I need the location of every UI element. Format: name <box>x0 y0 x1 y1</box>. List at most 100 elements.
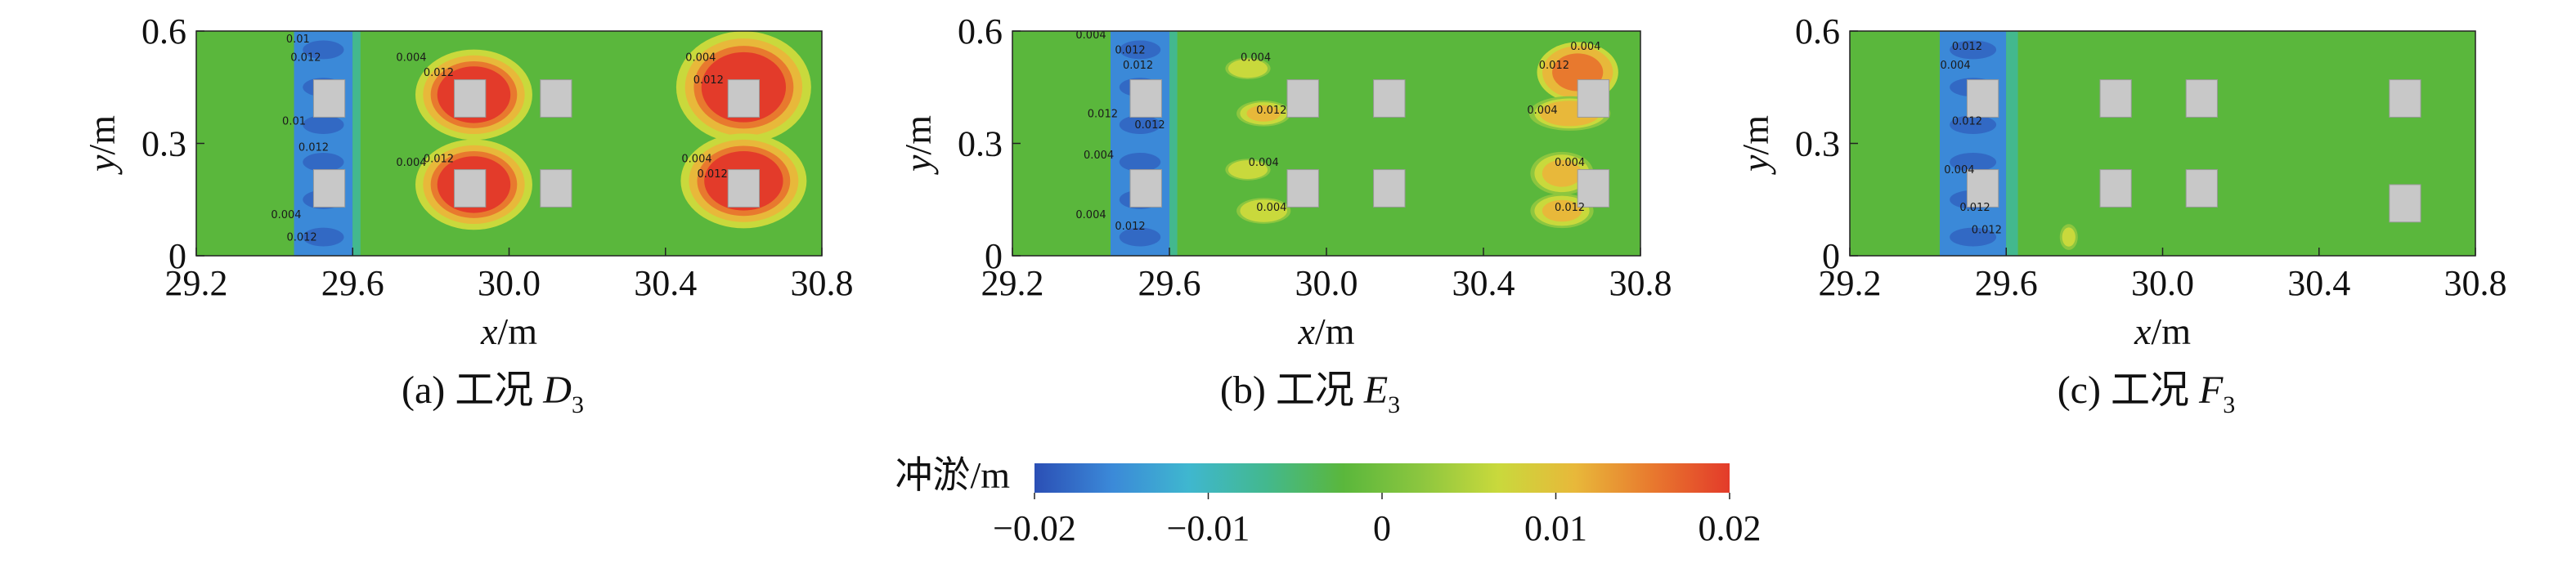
contour-label: 0.012 <box>286 232 316 244</box>
contour-label: 0.004 <box>1249 157 1279 169</box>
x-tick-label: 30.0 <box>2131 263 2194 303</box>
pier-block <box>1577 169 1610 208</box>
contour-label: 0.004 <box>396 52 426 65</box>
contour-label: 0.012 <box>424 67 454 79</box>
scour-pocket <box>1950 115 1997 135</box>
contour-label: 0.004 <box>1084 150 1114 162</box>
pier-block <box>1577 79 1610 118</box>
pier-block <box>2099 79 2132 118</box>
contour-label: 0.012 <box>290 52 321 65</box>
deposit-contour <box>1246 105 1281 122</box>
contour-label: 0.012 <box>1123 60 1153 72</box>
pier-block <box>1373 169 1406 208</box>
x-tick-label: 30.0 <box>478 263 541 303</box>
scour-band <box>1939 31 2007 256</box>
contour-label: 0.012 <box>1115 45 1145 57</box>
contour-label: 0.004 <box>1075 29 1106 42</box>
pier-block <box>1373 79 1406 118</box>
contour-label: 0.012 <box>1134 119 1165 132</box>
pier-block <box>454 169 487 208</box>
pier-block <box>540 79 572 118</box>
panel-caption: (a) 工况 D3 <box>402 369 584 418</box>
x-tick-label: 29.2 <box>165 263 228 303</box>
scour-band <box>294 31 353 256</box>
y-tick-label: 0.3 <box>1795 124 1840 164</box>
panel-caption: (b) 工况 E3 <box>1220 369 1400 418</box>
contour-label: 0.004 <box>396 157 426 169</box>
contour-label: 0.012 <box>1088 108 1118 120</box>
x-tick-label: 30.4 <box>2287 263 2350 303</box>
deposit-contour <box>1233 163 1263 176</box>
scour-pocket <box>1119 227 1161 247</box>
panel-b: 0.0040.0120.0120.0120.0120.0040.0040.012… <box>897 11 1672 418</box>
contour-label: 0.004 <box>1555 157 1585 169</box>
colorbar-tick-label: 0 <box>1373 508 1391 548</box>
contour-label: 0.012 <box>698 168 728 181</box>
contour-label: 0.004 <box>271 209 301 221</box>
scour-band <box>2006 31 2018 256</box>
pier-block <box>2099 169 2132 208</box>
y-axis-label: y/m <box>897 115 939 175</box>
pier-block <box>312 79 346 118</box>
x-axis-label: x/m <box>2134 311 2191 352</box>
scour-pocket <box>303 40 344 60</box>
scour-pocket <box>303 115 344 135</box>
scour-pocket <box>303 152 344 172</box>
contour-label: 0.004 <box>1570 41 1600 53</box>
contour-label: 0.01 <box>286 34 310 46</box>
x-tick-label: 29.2 <box>981 263 1044 303</box>
contour-label: 0.012 <box>1256 105 1286 117</box>
colorbar: 冲淤/m −0.02 −0.01 0 0.01 0.02 <box>895 454 1761 548</box>
y-tick-label: 0.6 <box>958 11 1003 51</box>
pier-block <box>1286 169 1319 208</box>
pier-block <box>1129 79 1162 118</box>
panel-caption: (c) 工况 F3 <box>2058 369 2236 418</box>
pier-block <box>1129 169 1162 208</box>
panel-a: 0.010.0120.010.0120.0040.0120.0040.0120.… <box>81 11 854 418</box>
scour-band <box>352 31 361 256</box>
contour-label: 0.012 <box>1539 60 1569 72</box>
contour-label: 0.004 <box>1527 105 1557 117</box>
contour-label: 0.01 <box>282 116 306 128</box>
contour-label: 0.012 <box>1115 221 1145 233</box>
x-tick-label: 30.4 <box>634 263 697 303</box>
colorbar-gradient <box>1034 463 1730 493</box>
pier-block <box>1966 79 1999 118</box>
pier-block <box>1286 79 1319 118</box>
contour-label: 0.012 <box>1952 116 1982 128</box>
colorbar-tick-label: 0.01 <box>1524 508 1587 548</box>
y-tick-label: 0.3 <box>141 124 186 164</box>
contour-label: 0.004 <box>681 153 711 165</box>
contour-label: 0.012 <box>424 153 454 165</box>
x-tick-label: 30.8 <box>2444 263 2507 303</box>
x-tick-label: 30.0 <box>1295 263 1358 303</box>
contour-label: 0.012 <box>1972 225 2002 237</box>
contour-label: 0.012 <box>1555 202 1585 214</box>
scour-pocket <box>1119 115 1161 135</box>
scour-pocket <box>1950 227 1997 247</box>
scour-band <box>1111 31 1169 256</box>
scour-band <box>1169 31 1178 256</box>
x-tick-label: 29.6 <box>1975 263 2038 303</box>
panel-c: 0.012 0.004 0.012 0.004 0.012 0.012 29.2 29.6 30… <box>1735 11 2507 418</box>
contour-label: 0.004 <box>1256 202 1286 214</box>
pier-block <box>312 169 346 208</box>
pier-block <box>2389 79 2421 118</box>
contour-label: 0.012 <box>298 142 329 154</box>
pier-block <box>727 169 760 208</box>
deposit-contour <box>2062 229 2075 245</box>
y-axis-label: y/m <box>1735 115 1776 175</box>
x-tick-label: 30.8 <box>791 263 854 303</box>
plot-area: 0.0040.0120.0120.0120.0120.0040.0040.012… <box>1012 29 1640 256</box>
colorbar-tick-label: −0.01 <box>1167 508 1250 548</box>
contour-label: 0.004 <box>1075 209 1106 221</box>
pier-block <box>2185 79 2218 118</box>
scour-pocket <box>1950 40 1997 60</box>
contour-label: 0.004 <box>1241 52 1271 65</box>
contour-label: 0.012 <box>693 74 724 87</box>
colorbar-label: 冲淤/m <box>895 454 1010 496</box>
x-tick-label: 29.6 <box>1138 263 1201 303</box>
scour-pocket <box>303 227 344 247</box>
plot-area: 0.012 0.004 0.012 0.004 0.012 0.012 <box>1850 31 2475 256</box>
